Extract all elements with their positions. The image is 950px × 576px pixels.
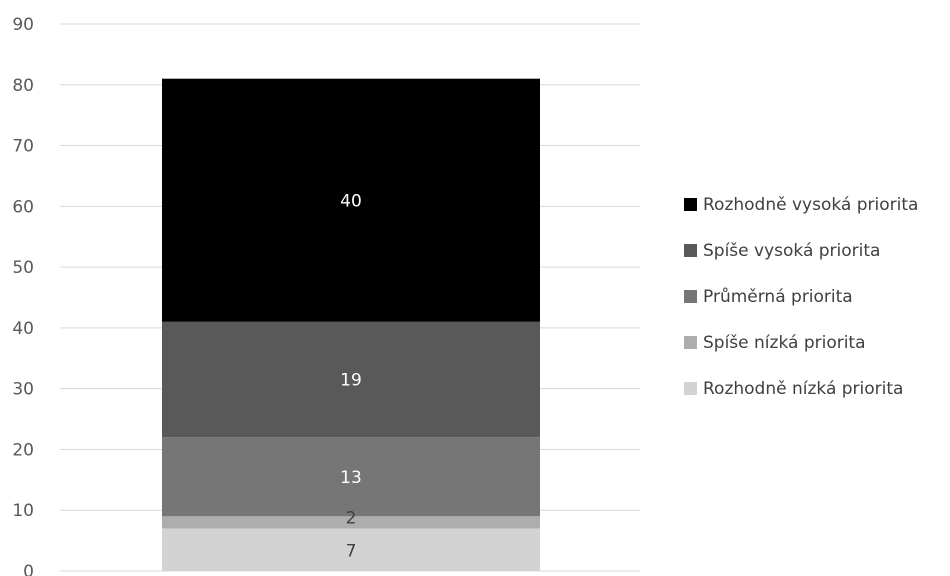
y-tick-label: 20 [12,440,34,460]
y-tick-label: 40 [12,319,34,339]
legend-item: Rozhodně nízká priorita [684,377,918,400]
legend-label: Rozhodně vysoká priorita [703,194,919,215]
data-label: 2 [346,508,357,528]
legend-swatch [684,198,697,211]
legend-label: Průměrná priorita [703,286,853,307]
legend-swatch [684,336,697,349]
legend-label: Spíše nízká priorita [703,332,866,353]
data-labels: 7 2 13 19 40 [340,191,362,561]
legend-item: Spíše vysoká priorita [684,239,918,262]
y-tick-label: 80 [12,76,34,96]
y-axis-tick-labels: 0 10 20 30 40 50 60 70 80 90 [12,15,34,576]
legend-label: Rozhodně nízká priorita [703,378,904,399]
y-tick-label: 0 [23,562,34,576]
y-tick-label: 60 [12,197,34,217]
legend-swatch [684,244,697,257]
data-label: 40 [340,191,362,211]
legend-label: Spíše vysoká priorita [703,240,881,261]
legend-swatch [684,382,697,395]
bar-segment [162,437,540,517]
data-label: 19 [340,371,362,391]
legend-item: Spíše nízká priorita [684,331,918,354]
legend-item: Průměrná priorita [684,285,918,308]
data-label: 7 [346,542,357,562]
y-tick-label: 70 [12,137,34,157]
bar-segment [162,78,540,322]
legend-item: Rozhodně vysoká priorita [684,193,918,216]
bar-segments [162,78,540,571]
bar-segment [162,516,540,529]
data-label: 13 [340,468,362,488]
legend-swatch [684,290,697,303]
y-tick-label: 30 [12,380,34,400]
y-tick-label: 10 [12,501,34,521]
y-tick-label: 90 [12,15,34,35]
legend: Rozhodně vysoká priorita Spíše vysoká pri… [684,193,918,423]
y-tick-label: 50 [12,258,34,278]
bar-segment [162,528,540,571]
bar-segment [162,321,540,438]
